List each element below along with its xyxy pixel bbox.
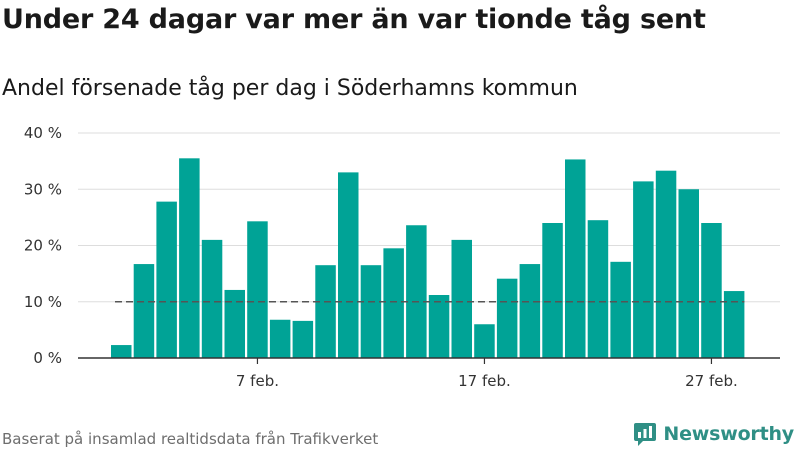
- brand-logo[interactable]: Newsworthy: [633, 420, 794, 448]
- bar: [474, 324, 495, 358]
- newsworthy-logo-icon: [634, 423, 657, 446]
- y-tick-label: 0 %: [33, 349, 62, 367]
- x-tick-label: 27 feb.: [685, 372, 738, 390]
- bar: [496, 278, 518, 358]
- bar: [269, 319, 291, 358]
- y-tick-label: 20 %: [24, 237, 62, 255]
- bar: [428, 295, 450, 358]
- bar: [156, 201, 177, 358]
- bar: [519, 264, 541, 358]
- bar: [406, 225, 427, 358]
- bar: [678, 189, 699, 358]
- bar: [111, 345, 132, 358]
- source-note: Baserat på insamlad realtidsdata från Tr…: [2, 430, 379, 448]
- bar: [360, 265, 382, 358]
- bar: [655, 170, 677, 358]
- bar: [224, 289, 245, 358]
- bar-chart: 0 % 10 % 20 % 30 % 40 % 7 feb. 17 feb. 27 feb.: [24, 124, 780, 390]
- bar: [723, 291, 745, 358]
- bar: [383, 248, 404, 358]
- chart-title: Under 24 dagar var mer än var tionde tåg…: [2, 4, 706, 35]
- bar: [701, 223, 722, 358]
- bar: [133, 264, 155, 358]
- x-tick-label: 7 feb.: [236, 372, 279, 390]
- bar: [292, 320, 314, 358]
- bar: [338, 172, 359, 358]
- bar: [451, 239, 472, 358]
- chart-subtitle: Andel försenade tåg per dag i Söderhamns…: [2, 76, 578, 101]
- bar: [565, 159, 586, 358]
- bar: [542, 223, 563, 358]
- bar: [587, 220, 609, 358]
- bar: [315, 265, 336, 358]
- bar: [179, 158, 200, 358]
- y-tick-label: 40 %: [24, 124, 62, 142]
- brand-name: Newsworthy: [663, 423, 794, 445]
- bar: [633, 181, 654, 358]
- bar: [610, 261, 631, 358]
- y-tick-label: 10 %: [24, 293, 62, 311]
- bar: [201, 239, 223, 358]
- y-tick-label: 30 %: [24, 180, 62, 198]
- x-tick-label: 17 feb.: [458, 372, 511, 390]
- bar: [247, 221, 268, 358]
